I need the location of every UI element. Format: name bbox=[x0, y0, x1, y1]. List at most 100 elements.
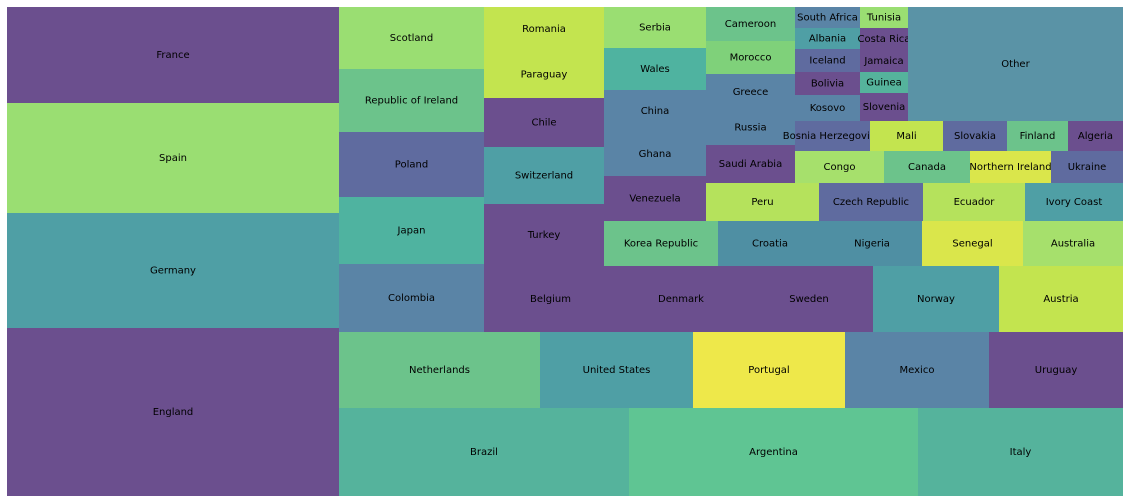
treemap-cell-england bbox=[7, 328, 339, 496]
treemap-cell-canada bbox=[884, 151, 970, 183]
treemap-label-colombia: Colombia bbox=[388, 293, 435, 304]
treemap-label-republic-of-ireland: Republic of Ireland bbox=[365, 96, 458, 107]
treemap-label-italy: Italy bbox=[1010, 447, 1032, 458]
treemap-cell-iceland bbox=[795, 49, 860, 72]
treemap-cell-peru bbox=[706, 183, 819, 221]
treemap-cell-morocco bbox=[706, 41, 795, 74]
treemap-label-belgium: Belgium bbox=[530, 294, 571, 305]
treemap-cell-chile bbox=[484, 98, 604, 147]
treemap-cell-korea-republic bbox=[604, 221, 718, 266]
treemap-label-saudi-arabia: Saudi Arabia bbox=[719, 159, 782, 170]
treemap-cell-czech-republic bbox=[819, 183, 923, 221]
treemap-cell-argentina bbox=[629, 408, 918, 496]
treemap-cell-kosovo bbox=[795, 95, 860, 121]
treemap-cell-denmark bbox=[617, 266, 745, 332]
treemap-cell-albania bbox=[795, 28, 860, 49]
treemap-cell-turkey bbox=[484, 204, 604, 266]
treemap-cell-guinea bbox=[860, 72, 908, 93]
treemap-label-south-africa: South Africa bbox=[797, 13, 858, 24]
treemap-label-netherlands: Netherlands bbox=[409, 365, 470, 376]
treemap-label-greece: Greece bbox=[733, 87, 769, 98]
treemap-cell-russia bbox=[706, 110, 795, 145]
treemap-label-denmark: Denmark bbox=[658, 294, 704, 305]
treemap-cell-serbia bbox=[604, 7, 706, 48]
treemap-cell-australia bbox=[1023, 221, 1123, 266]
treemap-label-mexico: Mexico bbox=[900, 365, 935, 376]
treemap-label-russia: Russia bbox=[734, 123, 766, 134]
treemap-cell-china bbox=[604, 90, 706, 132]
treemap-label-cameroon: Cameroon bbox=[725, 19, 776, 30]
treemap-cell-switzerland bbox=[484, 147, 604, 204]
treemap-label-bosnia-herzegovina: Bosnia Herzegovina bbox=[783, 131, 882, 142]
treemap-label-wales: Wales bbox=[640, 64, 670, 75]
treemap-cell-algeria bbox=[1068, 121, 1123, 151]
treemap-label-austria: Austria bbox=[1043, 294, 1078, 305]
treemap-cell-japan bbox=[339, 197, 484, 264]
treemap-label-australia: Australia bbox=[1051, 239, 1095, 250]
treemap-cell-spain bbox=[7, 103, 339, 213]
treemap-label-turkey: Turkey bbox=[527, 230, 561, 241]
treemap-label-kosovo: Kosovo bbox=[810, 103, 846, 114]
treemap-label-slovakia: Slovakia bbox=[954, 131, 996, 142]
treemap-label-slovenia: Slovenia bbox=[863, 102, 906, 113]
treemap-label-albania: Albania bbox=[809, 34, 846, 45]
treemap-label-germany: Germany bbox=[150, 266, 196, 277]
treemap-label-serbia: Serbia bbox=[639, 23, 671, 34]
treemap-cell-united-states bbox=[540, 332, 693, 408]
treemap-label-paraguay: Paraguay bbox=[521, 70, 568, 81]
treemap-cell-costa-rica bbox=[860, 28, 908, 50]
treemap-label-korea-republic: Korea Republic bbox=[624, 239, 698, 250]
treemap-cell-slovenia bbox=[860, 93, 908, 121]
treemap-label-guinea: Guinea bbox=[866, 78, 901, 89]
treemap-cell-bosnia-herzegovina bbox=[795, 121, 870, 151]
treemap-label-brazil: Brazil bbox=[470, 447, 498, 458]
treemap-label-iceland: Iceland bbox=[809, 56, 845, 67]
treemap-label-finland: Finland bbox=[1020, 131, 1056, 142]
treemap-cell-italy bbox=[918, 408, 1123, 496]
treemap-label-northern-ireland: Northern Ireland bbox=[969, 162, 1051, 173]
treemap-label-canada: Canada bbox=[908, 162, 946, 173]
treemap-cell-ghana bbox=[604, 132, 706, 176]
treemap-label-uruguay: Uruguay bbox=[1035, 365, 1078, 376]
treemap-cell-republic-of-ireland bbox=[339, 69, 484, 132]
treemap-label-spain: Spain bbox=[159, 153, 187, 164]
treemap-cell-germany bbox=[7, 213, 339, 328]
treemap-label-romania: Romania bbox=[522, 24, 566, 35]
treemap-cell-senegal bbox=[922, 221, 1023, 266]
treemap-cell-finland bbox=[1007, 121, 1068, 151]
treemap-label-poland: Poland bbox=[395, 160, 428, 171]
treemap-label-costa-rica: Costa Rica bbox=[858, 34, 911, 45]
treemap-label-japan: Japan bbox=[397, 226, 426, 237]
treemap-cell-paraguay bbox=[484, 51, 604, 98]
treemap-cell-colombia bbox=[339, 264, 484, 332]
treemap-label-china: China bbox=[641, 106, 670, 117]
treemap-label-argentina: Argentina bbox=[749, 447, 798, 458]
treemap-cell-netherlands bbox=[339, 332, 540, 408]
treemap-cell-other bbox=[908, 7, 1123, 121]
treemap-cell-greece bbox=[706, 74, 795, 110]
treemap-label-other: Other bbox=[1001, 59, 1030, 70]
treemap-cell-slovakia bbox=[943, 121, 1007, 151]
treemap-cell-tunisia bbox=[860, 7, 908, 28]
treemap-label-united-states: United States bbox=[583, 365, 651, 376]
treemap-cell-jamaica bbox=[860, 50, 908, 72]
treemap-cell-northern-ireland bbox=[970, 151, 1051, 183]
treemap-label-france: France bbox=[156, 50, 189, 61]
treemap-label-tunisia: Tunisia bbox=[866, 13, 901, 24]
treemap-cell-france bbox=[7, 7, 339, 103]
treemap-label-bolivia: Bolivia bbox=[811, 79, 844, 90]
treemap-cell-congo bbox=[795, 151, 884, 183]
treemap-cell-cameroon bbox=[706, 7, 795, 41]
treemap-label-algeria: Algeria bbox=[1078, 131, 1113, 142]
treemap-cell-portugal bbox=[693, 332, 845, 408]
treemap-cell-wales bbox=[604, 48, 706, 90]
treemap-cell-sweden bbox=[745, 266, 873, 332]
treemap-label-senegal: Senegal bbox=[952, 239, 992, 250]
treemap-label-ghana: Ghana bbox=[639, 149, 672, 160]
treemap-label-ecuador: Ecuador bbox=[954, 197, 996, 208]
treemap-cell-uruguay bbox=[989, 332, 1123, 408]
treemap-label-croatia: Croatia bbox=[752, 239, 788, 250]
treemap-label-mali: Mali bbox=[896, 131, 916, 142]
treemap-label-sweden: Sweden bbox=[789, 294, 829, 305]
